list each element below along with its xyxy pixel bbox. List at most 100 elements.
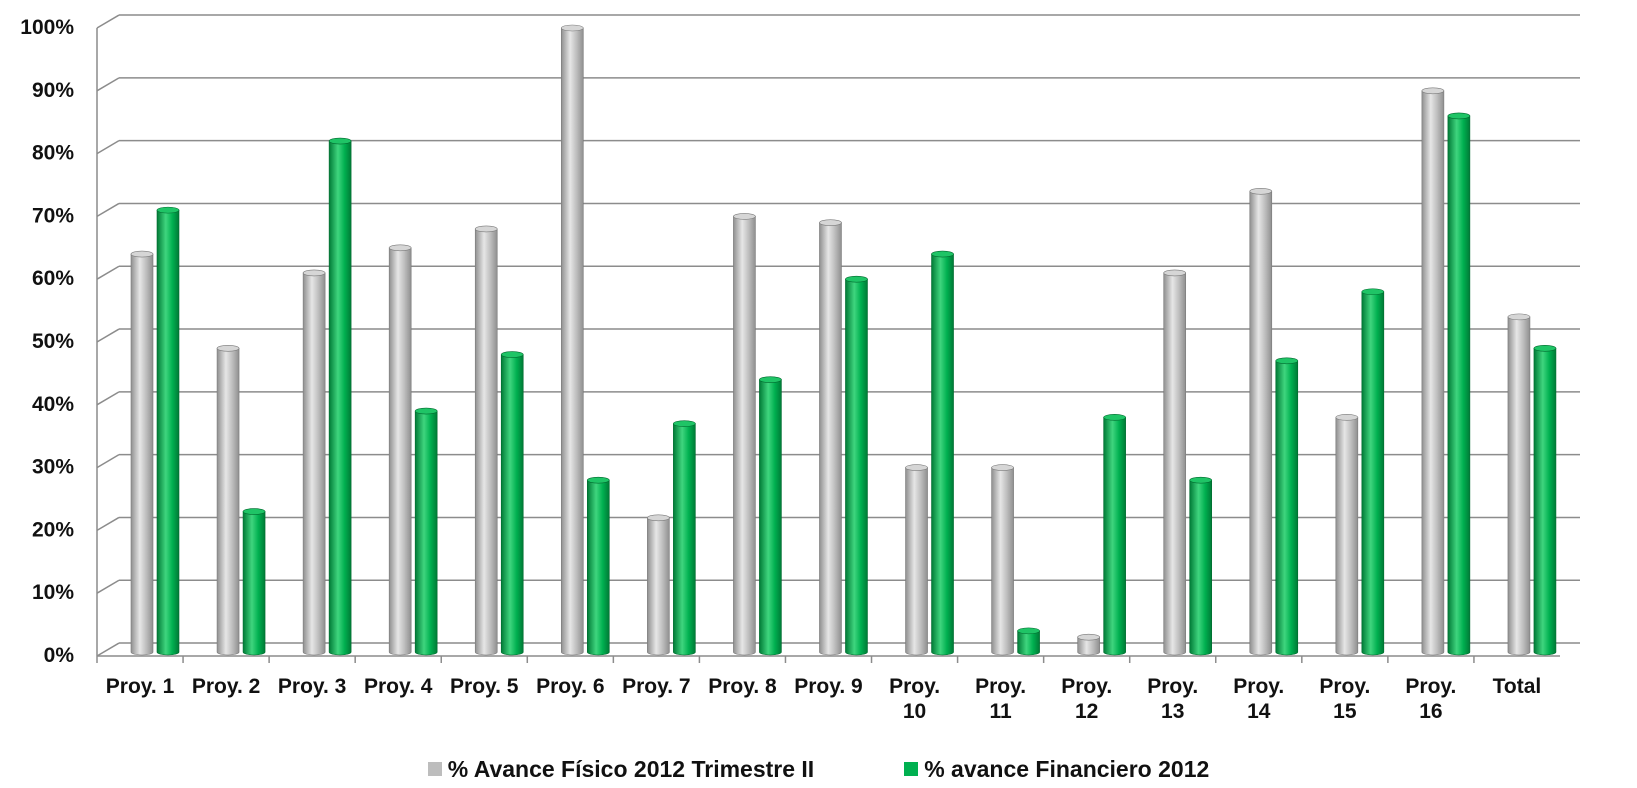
bar-body <box>1189 479 1213 656</box>
gridline-depth <box>96 391 120 406</box>
bar-top <box>302 269 326 277</box>
bar-top <box>1275 357 1299 365</box>
category-label: Total <box>1493 675 1542 698</box>
bar-top <box>647 514 670 522</box>
y-tick-label: 50% <box>32 330 74 353</box>
bar-top <box>1421 87 1445 95</box>
bar-top <box>216 344 240 352</box>
legend-swatch-financiero <box>904 762 919 776</box>
bar-fisico <box>1077 633 1100 656</box>
bar-body <box>388 247 412 656</box>
bar-fisico <box>474 225 498 656</box>
bar-top <box>905 464 928 471</box>
y-tick-label: 90% <box>32 79 74 102</box>
bar-body <box>759 379 782 656</box>
bar-financiero <box>1189 476 1213 656</box>
gridline-depth <box>96 516 120 532</box>
category-label: Proy. 5 <box>450 675 519 698</box>
bar-top <box>1447 112 1471 120</box>
bar-fisico <box>1421 87 1445 656</box>
bar-body <box>1447 115 1471 656</box>
bar-top <box>1077 633 1100 641</box>
y-tick-label: 40% <box>32 393 74 416</box>
bar-body <box>156 209 180 656</box>
gridline-depth <box>96 328 120 343</box>
bar-top <box>560 24 584 32</box>
bar-body <box>673 423 696 656</box>
category-label: Proy. 12 <box>1061 675 1112 723</box>
bar-financiero <box>673 420 696 656</box>
bar-body <box>1507 316 1531 656</box>
bar-top <box>819 219 842 226</box>
bar-fisico <box>1335 414 1359 656</box>
category-label: Proy. 9 <box>794 675 862 698</box>
bar-fisico <box>1507 313 1531 656</box>
bar-fisico <box>647 514 670 656</box>
y-tick-label: 100% <box>20 16 74 39</box>
bar-body <box>414 410 438 656</box>
bar-body <box>560 27 584 656</box>
bar-body <box>931 253 954 656</box>
bar-fisico <box>733 213 756 656</box>
gridline-depth <box>96 454 120 469</box>
category-labels: Proy. 1 Proy. 2 Proy. 3 Proy. 4 Proy. 5 Proy.… <box>96 656 1542 723</box>
bar-top <box>991 464 1014 471</box>
bar-body <box>474 228 498 656</box>
bar-body <box>328 140 352 656</box>
bar-fisico <box>388 244 412 656</box>
bar-financiero <box>242 508 266 656</box>
bar-top <box>328 137 352 145</box>
bar-body <box>1163 272 1187 656</box>
bar-body <box>1103 417 1126 656</box>
bar-top <box>242 508 266 515</box>
category-label: Proy. 10 <box>889 675 940 723</box>
y-tick-label: 10% <box>32 581 74 604</box>
bar-top <box>931 250 954 258</box>
y-tick-label: 70% <box>32 204 74 227</box>
category-label: Proy. 16 <box>1405 675 1456 723</box>
legend: % Avance Físico 2012 Trimestre II % avan… <box>0 754 1637 784</box>
bar-body <box>1335 417 1359 656</box>
bar-financiero <box>156 206 180 656</box>
gridline-depth <box>96 579 120 594</box>
bar-top <box>474 225 498 233</box>
category-label: Proy. 11 <box>975 675 1026 723</box>
bar-body <box>991 467 1014 656</box>
bar-body <box>1077 636 1100 656</box>
y-tick-label: 60% <box>32 267 74 290</box>
bar-financiero <box>845 275 868 656</box>
bar-financiero <box>1447 112 1471 656</box>
bar-top <box>845 275 868 283</box>
bar-body <box>242 511 266 656</box>
bar-body <box>216 347 240 656</box>
bar-top <box>1189 476 1213 484</box>
bar-financiero <box>414 407 438 656</box>
bar-top <box>1017 627 1040 635</box>
legend-swatch-fisico <box>427 762 442 776</box>
bar-body <box>500 354 524 656</box>
bar-top <box>1163 269 1187 277</box>
category-label: Proy. 1 <box>106 675 175 698</box>
category-label: Proy. 13 <box>1147 675 1198 723</box>
bar-body <box>1533 347 1557 656</box>
bar-financiero <box>931 250 954 656</box>
bar-top <box>156 206 180 214</box>
bar-body <box>647 517 670 656</box>
bar-body <box>819 222 842 656</box>
bar-fisico <box>302 269 326 656</box>
gridline-depth <box>96 265 120 280</box>
bar-body <box>845 278 868 656</box>
bar-top <box>388 244 412 252</box>
category-label: Proy. 2 <box>192 675 260 698</box>
bar-body <box>302 272 326 656</box>
category-label: Proy. 4 <box>364 675 433 698</box>
bar-financiero <box>1017 627 1040 656</box>
bar-top <box>414 407 438 415</box>
bar-fisico <box>991 464 1014 656</box>
bar-financiero <box>328 137 352 656</box>
bar-fisico <box>1249 187 1273 656</box>
bar-financiero <box>1533 344 1557 656</box>
bar-financiero <box>1103 414 1126 656</box>
